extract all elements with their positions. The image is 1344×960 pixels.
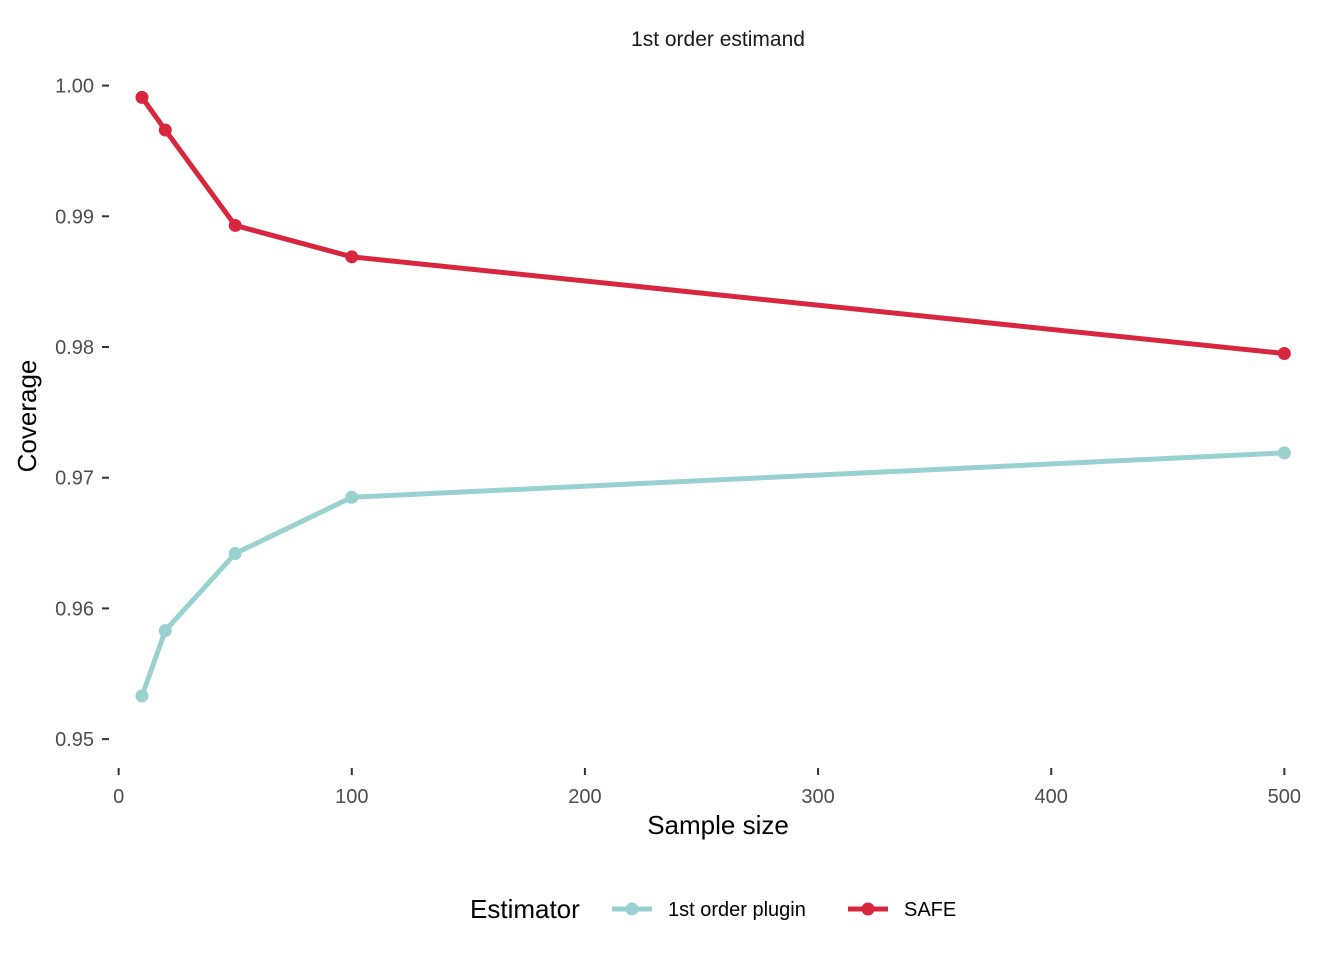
- legend-key-point: [861, 902, 875, 916]
- legend-item-1st-order-plugin: 1st order plugin: [612, 899, 806, 921]
- data-point-safe: [1277, 347, 1291, 361]
- x-axis: 0 100 200 300 400 500: [113, 768, 1301, 808]
- y-tick-label: 0.97: [55, 468, 94, 490]
- chart-title: 1st order estimand: [631, 28, 805, 51]
- y-tick-label: 0.98: [55, 337, 94, 359]
- data-point-1st-order-plugin: [228, 546, 242, 560]
- y-axis: 0.95 0.96 0.97 0.98 0.99 1.00: [55, 76, 109, 751]
- data-point-safe: [158, 123, 172, 137]
- y-tick-label: 0.95: [55, 729, 94, 751]
- x-tick-label: 200: [568, 786, 601, 808]
- data-point-safe: [135, 90, 149, 104]
- data-point-1st-order-plugin: [1277, 446, 1291, 460]
- y-tick-label: 0.99: [55, 206, 94, 228]
- x-tick-label: 100: [335, 786, 368, 808]
- data-point-safe: [345, 250, 359, 264]
- legend-item-safe: SAFE: [848, 899, 956, 921]
- legend-key-point: [625, 902, 639, 916]
- y-tick-label: 1.00: [55, 76, 94, 98]
- plot-series: [135, 90, 1291, 703]
- legend-label: 1st order plugin: [668, 899, 806, 921]
- series-safe: [135, 90, 1291, 361]
- x-tick-label: 300: [801, 786, 834, 808]
- x-tick-label: 500: [1268, 786, 1301, 808]
- legend-label: SAFE: [904, 899, 956, 921]
- data-point-1st-order-plugin: [158, 624, 172, 638]
- data-point-safe: [228, 218, 242, 232]
- x-tick-label: 0: [113, 786, 124, 808]
- legend-title: Estimator: [470, 894, 580, 924]
- data-point-1st-order-plugin: [135, 689, 149, 703]
- data-point-1st-order-plugin: [345, 490, 359, 504]
- x-tick-label: 400: [1035, 786, 1068, 808]
- series-1st-order-plugin: [135, 446, 1291, 703]
- legend: Estimator 1st order plugin SAFE: [470, 894, 956, 924]
- legend-items: 1st order plugin SAFE: [612, 899, 956, 921]
- y-axis-title: Coverage: [12, 360, 42, 473]
- x-axis-title: Sample size: [647, 810, 789, 840]
- y-tick-label: 0.96: [55, 598, 94, 620]
